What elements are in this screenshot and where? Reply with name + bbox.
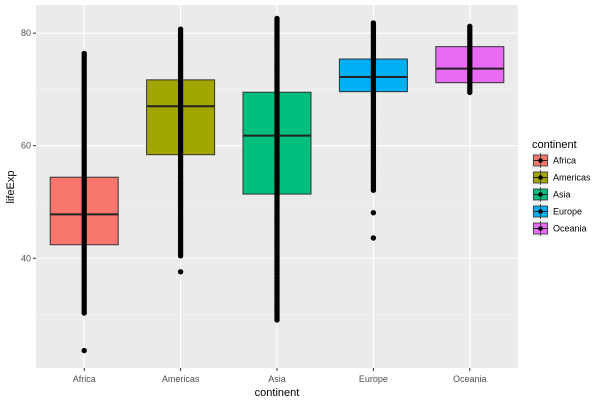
x-axis: Africa Americas Asia Europe Oceania	[73, 368, 487, 384]
data-point	[81, 310, 87, 316]
y-tick-label: 40	[21, 253, 31, 263]
legend-point	[538, 175, 543, 180]
data-points	[81, 15, 473, 354]
x-tick-label: Africa	[73, 374, 96, 384]
x-axis-title: continent	[255, 387, 300, 399]
legend: continent Africa Americas Asia Europe Oceani…	[532, 139, 591, 237]
x-tick-label: Americas	[162, 374, 200, 384]
outlier-point	[370, 209, 377, 216]
legend-point	[538, 226, 543, 231]
y-axis: 40 60 80	[21, 28, 36, 263]
legend-point	[538, 158, 543, 163]
legend-label-europe: Europe	[553, 207, 582, 217]
legend-point	[538, 192, 543, 197]
x-tick-label: Asia	[268, 374, 286, 384]
y-tick-label: 80	[21, 28, 31, 38]
legend-label-americas: Americas	[553, 173, 591, 183]
legend-label-africa: Africa	[553, 156, 576, 166]
outlier-point	[177, 269, 184, 275]
y-tick-label: 60	[21, 141, 31, 151]
legend-label-oceania: Oceania	[553, 224, 587, 234]
legend-label-asia: Asia	[553, 190, 571, 200]
y-axis-title: lifeExp	[5, 170, 17, 203]
outlier-point	[370, 235, 377, 241]
data-point	[370, 187, 377, 193]
legend-title: continent	[532, 139, 577, 151]
data-point	[177, 253, 184, 259]
x-tick-label: Europe	[359, 374, 388, 384]
data-point	[274, 317, 280, 323]
outlier-point	[81, 347, 87, 354]
data-point	[467, 89, 473, 96]
legend-point	[538, 209, 543, 214]
x-tick-label: Oceania	[453, 374, 487, 384]
